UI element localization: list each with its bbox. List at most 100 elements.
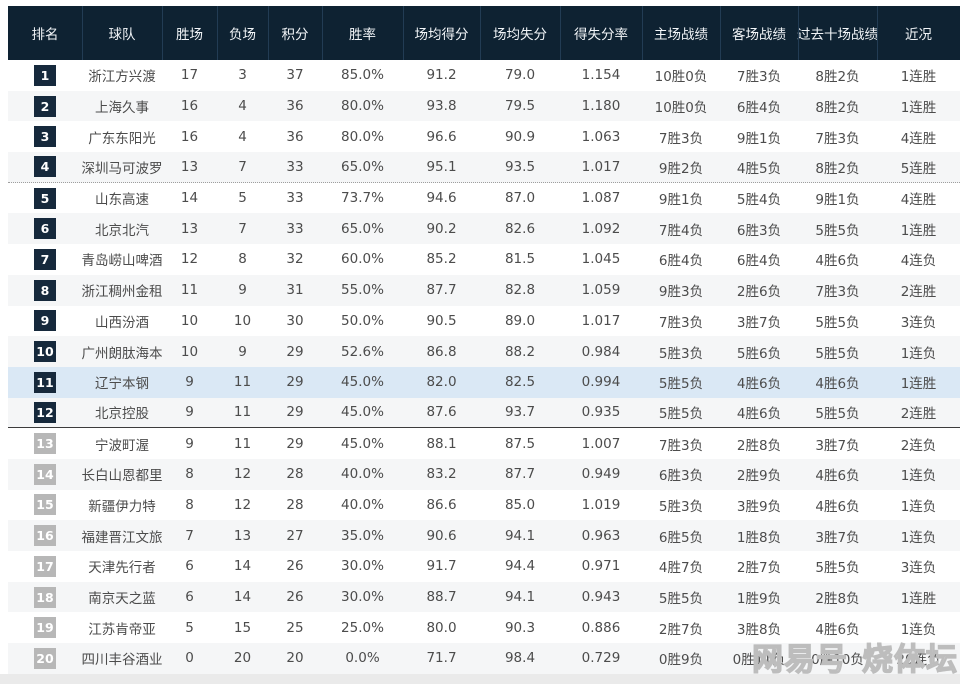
- cell-losses: 8: [238, 251, 247, 268]
- cell-away_record: 9胜1负: [736, 130, 782, 147]
- cell-rank: 11: [8, 367, 82, 398]
- cell-wins: 17: [180, 67, 199, 84]
- cell-losses: 11: [233, 374, 252, 391]
- cell-home_record: 0胜9负: [658, 652, 704, 669]
- table-row[interactable]: 7 青岛崂山啤酒 12 8 32 60.0% 85.2 81.5 1.045 6胜4负 6胜4负 4胜…: [8, 244, 960, 275]
- cell-wins: 16: [180, 98, 199, 115]
- table-row[interactable]: 13 宁波町渥 9 11 29 45.0% 88.1 87.5 1.007 7胜3负 2胜8负 3胜7…: [8, 428, 960, 459]
- cell-streak: 1连胜: [900, 376, 937, 393]
- table-row[interactable]: 17 天津先行者 6 14 26 30.0% 91.7 94.4 0.971 4胜7负 2胜7负 5胜…: [8, 551, 960, 582]
- rank-badge: 10: [34, 341, 56, 363]
- cell-away_record: 3胜9负: [736, 498, 782, 515]
- cell-points: 32: [286, 251, 304, 268]
- rank-badge: 9: [34, 310, 56, 332]
- cell-win_rate: 65.0%: [341, 220, 384, 237]
- cell-team: 天津先行者: [88, 560, 156, 577]
- rank-badge: 20: [34, 647, 56, 669]
- cell-team: 山东高速: [95, 192, 149, 209]
- column-header-away_record: 客场战绩: [720, 6, 798, 60]
- cell-avg_points_against: 98.4: [504, 650, 536, 667]
- table-row[interactable]: 4 深圳马可波罗 13 7 33 65.0% 95.1 93.5 1.017 9胜2负 4胜5负 8胜…: [8, 152, 960, 183]
- cell-score_ratio: 1.092: [581, 220, 621, 237]
- cell-points: 29: [286, 343, 304, 360]
- cell-home_record: 10胜0负: [654, 69, 708, 86]
- cell-streak: 5连胜: [900, 160, 937, 177]
- cell-last10_record: 5胜5负: [815, 560, 860, 577]
- rank-badge: 3: [34, 126, 56, 148]
- cell-win_rate: 65.0%: [341, 158, 384, 175]
- cell-team: 浙江方兴渡: [88, 69, 156, 86]
- cell-away_record: 2胜9负: [736, 468, 782, 485]
- rank-badge: 11: [34, 371, 56, 393]
- cell-rank: 15: [8, 490, 82, 521]
- table-row[interactable]: 16 福建晋江文旅 7 13 27 35.0% 90.6 94.1 0.963 6胜5负 1胜8负 3…: [8, 520, 960, 551]
- cell-avg_points_for: 82.0: [426, 374, 457, 391]
- table-row[interactable]: 9 山西汾酒 10 10 30 50.0% 90.5 89.0 1.017 7胜3负 3胜7负 5胜5…: [8, 305, 960, 337]
- cell-home_record: 9胜3负: [658, 284, 704, 301]
- cell-rank: 7: [8, 244, 82, 275]
- cell-streak: 4连胜: [900, 130, 937, 147]
- table-row[interactable]: 20 四川丰谷酒业 0 20 20 0.0% 71.7 98.4 0.729 0胜9负 0胜11负 0…: [8, 643, 960, 674]
- cell-avg_points_against: 82.8: [504, 282, 536, 299]
- table-row[interactable]: 14 长白山恩都里 8 12 28 40.0% 83.2 87.7 0.949 6胜3负 2胜9负 4…: [8, 458, 960, 490]
- table-row[interactable]: 6 北京北汽 13 7 33 65.0% 90.2 82.6 1.092 7胜4负 6胜3负 5胜5负…: [8, 213, 960, 245]
- cell-last10_record: 9胜1负: [815, 192, 860, 209]
- cell-home_record: 7胜3负: [658, 437, 704, 454]
- cell-home_record: 5胜3负: [658, 498, 704, 515]
- cell-avg_points_for: 91.7: [426, 558, 457, 575]
- watermark: 网易号 烧体坛: [738, 634, 958, 679]
- table-row[interactable]: 1 浙江方兴渡 17 3 37 85.0% 91.2 79.0 1.154 10胜0负 7胜3负 8胜…: [8, 60, 960, 91]
- cell-streak: 1连负: [900, 621, 937, 638]
- cell-rank: 18: [8, 582, 82, 613]
- cell-avg_points_against: 90.3: [504, 619, 536, 636]
- cell-losses: 20: [233, 650, 252, 667]
- cell-losses: 11: [233, 404, 252, 421]
- cell-last10_record: 4胜6负: [815, 498, 860, 515]
- cell-away_record: 5胜6负: [736, 345, 782, 362]
- table-row[interactable]: 19 江苏肯帝亚 5 15 25 25.0% 80.0 90.3 0.886 2胜7负 3胜8负 4胜…: [8, 612, 960, 644]
- rank-badge: 18: [34, 586, 56, 608]
- cell-points: 29: [286, 404, 304, 421]
- cell-team: 宁波町渥: [95, 437, 149, 454]
- cell-losses: 9: [238, 343, 247, 360]
- cell-points: 33: [286, 158, 304, 175]
- cell-avg_points_against: 89.0: [504, 312, 536, 329]
- rank-badge: 8: [34, 279, 56, 301]
- table-row[interactable]: 15 新疆伊力特 8 12 28 40.0% 86.6 85.0 1.019 5胜3负 3胜9负 4胜…: [8, 489, 960, 521]
- table-row[interactable]: 10 广州朗肽海本 10 9 29 52.6% 86.8 88.2 0.984 5胜3负 5胜6负 5…: [8, 336, 960, 367]
- rank-badge: 4: [34, 156, 56, 178]
- cell-home_record: 4胜7负: [658, 560, 704, 577]
- cell-losses: 10: [233, 312, 252, 329]
- cell-score_ratio: 1.154: [581, 67, 621, 84]
- table-row[interactable]: 8 浙江稠州金租 11 9 31 55.0% 87.7 82.8 1.059 9胜3负 2胜6负 7胜…: [8, 274, 960, 306]
- cell-avg_points_for: 90.5: [426, 312, 457, 329]
- cell-last10_record: 4胜6负: [815, 621, 860, 638]
- cell-avg_points_against: 85.0: [504, 496, 536, 513]
- table-row[interactable]: 11 辽宁本钢 9 11 29 45.0% 82.0 82.5 0.994 5胜5负 4胜6负 4胜6…: [8, 366, 960, 398]
- cell-streak: 2连胜: [900, 284, 937, 301]
- cell-wins: 13: [180, 158, 199, 175]
- table-row[interactable]: 18 南京天之蓝 6 14 26 30.0% 88.7 94.1 0.943 5胜5负 1胜9负 2胜…: [8, 581, 960, 613]
- cell-rank: 12: [8, 398, 82, 428]
- cell-losses: 14: [233, 589, 252, 606]
- cell-points: 20: [286, 650, 304, 667]
- cell-wins: 5: [185, 619, 194, 636]
- cell-away_record: 4胜6负: [736, 406, 782, 423]
- cell-win_rate: 45.0%: [341, 374, 384, 391]
- table-row[interactable]: 3 广东东阳光 16 4 36 80.0% 96.6 90.9 1.063 7胜3负 9胜1负 7胜3…: [8, 121, 960, 153]
- table-row[interactable]: 2 上海久事 16 4 36 80.0% 93.8 79.5 1.180 10胜0负 6胜4负 8胜2…: [8, 90, 960, 122]
- cell-last10_record: 8胜2负: [815, 69, 860, 86]
- cell-avg_points_for: 87.6: [426, 404, 457, 421]
- cell-home_record: 7胜3负: [658, 314, 704, 331]
- cell-home_record: 7胜3负: [658, 130, 704, 147]
- cell-team: 长白山恩都里: [81, 468, 163, 485]
- table-row[interactable]: 5 山东高速 14 5 33 73.7% 94.6 87.0 1.087 9胜1负 5胜4负 9胜1负…: [8, 182, 960, 214]
- cell-losses: 7: [238, 220, 247, 237]
- rank-badge: 15: [34, 494, 56, 516]
- cell-wins: 16: [180, 128, 199, 145]
- cell-win_rate: 35.0%: [341, 527, 384, 544]
- table-row[interactable]: 12 北京控股 9 11 29 45.0% 87.6 93.7 0.935 5胜5负 4胜6负 5胜5…: [8, 397, 960, 429]
- cell-wins: 10: [180, 343, 199, 360]
- cell-rank: 6: [8, 213, 82, 244]
